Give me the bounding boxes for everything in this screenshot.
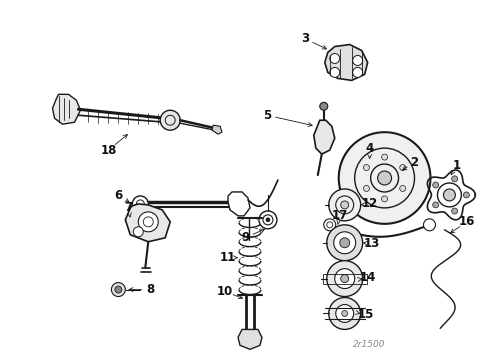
Circle shape [138, 212, 158, 232]
Circle shape [339, 132, 431, 224]
Polygon shape [212, 125, 222, 134]
Circle shape [329, 298, 361, 329]
Text: 2r1500: 2r1500 [353, 340, 386, 349]
Circle shape [330, 67, 340, 77]
Circle shape [423, 219, 436, 231]
Polygon shape [125, 204, 170, 242]
Text: 11: 11 [220, 251, 236, 264]
Polygon shape [325, 45, 368, 80]
Circle shape [334, 232, 356, 254]
Circle shape [443, 189, 455, 201]
Circle shape [433, 202, 439, 208]
Circle shape [364, 185, 369, 192]
Circle shape [133, 227, 143, 237]
Text: 14: 14 [360, 271, 376, 284]
Text: 16: 16 [459, 215, 476, 228]
Circle shape [382, 196, 388, 202]
Circle shape [330, 54, 340, 63]
Circle shape [327, 261, 363, 297]
Polygon shape [228, 192, 250, 216]
Circle shape [378, 171, 392, 185]
Circle shape [111, 283, 125, 297]
Circle shape [320, 102, 328, 110]
Circle shape [342, 310, 348, 316]
Circle shape [353, 67, 363, 77]
Circle shape [324, 219, 336, 231]
Circle shape [341, 201, 349, 209]
Text: 8: 8 [146, 283, 154, 296]
Text: 18: 18 [100, 144, 117, 157]
Text: 1: 1 [452, 158, 461, 172]
Circle shape [400, 165, 406, 171]
Polygon shape [314, 120, 335, 154]
Circle shape [340, 238, 350, 248]
Text: 6: 6 [114, 189, 122, 202]
Circle shape [433, 182, 439, 188]
Circle shape [132, 196, 148, 212]
Text: 10: 10 [217, 285, 233, 298]
Circle shape [452, 176, 458, 182]
Circle shape [115, 286, 122, 293]
Circle shape [400, 185, 406, 192]
Circle shape [336, 305, 354, 323]
Circle shape [266, 218, 270, 222]
Polygon shape [52, 94, 80, 124]
Text: 4: 4 [366, 141, 374, 155]
Circle shape [364, 165, 369, 171]
Circle shape [353, 55, 363, 66]
Text: 9: 9 [241, 231, 249, 244]
Circle shape [160, 110, 180, 130]
Circle shape [382, 154, 388, 160]
Circle shape [327, 225, 363, 261]
Text: 7: 7 [124, 201, 132, 215]
Text: 5: 5 [263, 109, 271, 122]
Text: 12: 12 [362, 197, 378, 210]
Text: 2: 2 [411, 156, 418, 168]
Circle shape [329, 189, 361, 221]
Circle shape [259, 211, 277, 229]
Polygon shape [238, 329, 262, 349]
Text: 17: 17 [332, 210, 348, 222]
Text: 13: 13 [364, 237, 380, 250]
Text: 15: 15 [358, 308, 374, 321]
Circle shape [341, 275, 349, 283]
Circle shape [464, 192, 469, 198]
Circle shape [335, 269, 355, 289]
Text: 3: 3 [301, 32, 309, 45]
Circle shape [452, 208, 458, 214]
